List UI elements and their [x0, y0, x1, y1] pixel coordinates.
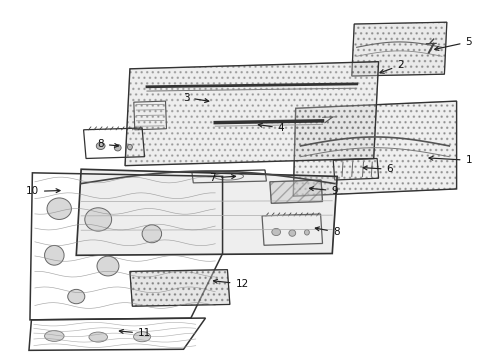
- Polygon shape: [76, 169, 336, 255]
- Ellipse shape: [271, 228, 280, 235]
- Text: 9: 9: [309, 186, 337, 196]
- Text: 12: 12: [213, 279, 248, 289]
- Text: 1: 1: [428, 155, 471, 165]
- Ellipse shape: [96, 142, 105, 149]
- Ellipse shape: [68, 289, 84, 304]
- Text: 3: 3: [183, 93, 208, 103]
- Polygon shape: [130, 270, 229, 306]
- Text: 2: 2: [379, 60, 403, 73]
- Ellipse shape: [114, 144, 121, 151]
- Text: 4: 4: [258, 123, 284, 133]
- Text: 11: 11: [119, 328, 151, 338]
- Text: 10: 10: [26, 186, 60, 197]
- Ellipse shape: [133, 332, 150, 342]
- Polygon shape: [351, 22, 446, 76]
- Text: 6: 6: [363, 164, 392, 174]
- Ellipse shape: [97, 256, 119, 276]
- Text: 7: 7: [209, 173, 235, 183]
- Ellipse shape: [44, 246, 64, 265]
- Ellipse shape: [142, 225, 161, 243]
- Polygon shape: [293, 101, 456, 196]
- Ellipse shape: [288, 230, 295, 236]
- Ellipse shape: [47, 198, 71, 220]
- Polygon shape: [269, 180, 322, 203]
- Text: 5: 5: [434, 37, 471, 50]
- Ellipse shape: [127, 144, 132, 150]
- Ellipse shape: [304, 230, 309, 235]
- Ellipse shape: [44, 330, 64, 341]
- Ellipse shape: [84, 208, 111, 231]
- Text: 8: 8: [97, 139, 118, 149]
- Ellipse shape: [89, 332, 107, 342]
- Text: 8: 8: [315, 227, 339, 237]
- Polygon shape: [125, 62, 378, 166]
